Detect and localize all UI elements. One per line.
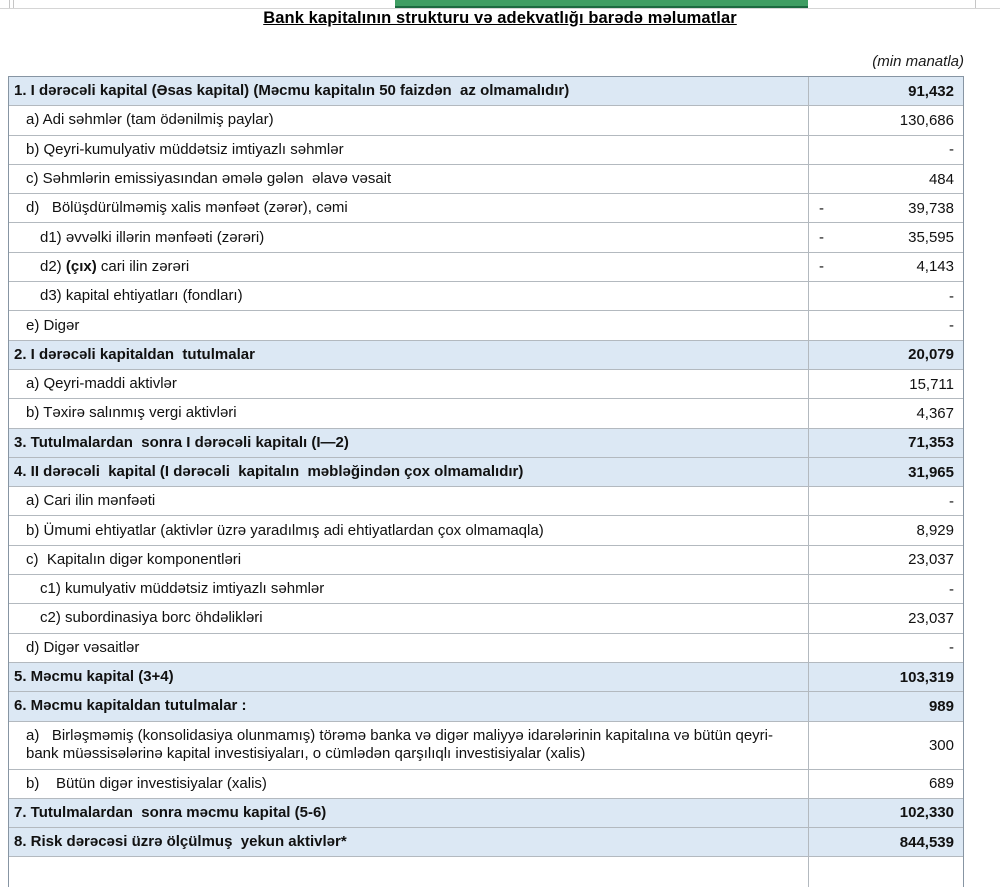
- table-row: a) Birləşməmiş (konsolidasiya olunmamış)…: [9, 721, 963, 770]
- row-value[interactable]: 689: [928, 775, 954, 793]
- row-label[interactable]: [9, 857, 809, 887]
- row-label[interactable]: 8. Risk dərəcəsi üzrə ölçülmuş yekun akt…: [9, 828, 809, 857]
- row-value[interactable]: -: [949, 287, 954, 305]
- table-row: d) Digər vəsaitlər -: [9, 633, 963, 663]
- row-label[interactable]: c) Səhmlərin emissiyasından əmələ gələn …: [9, 164, 809, 194]
- negative-sign: -: [819, 229, 824, 247]
- row-label[interactable]: a) Adi səhmlər (tam ödənilmiş paylar): [9, 106, 809, 135]
- row-value[interactable]: 4,367: [916, 404, 954, 422]
- row-value[interactable]: 102,330: [899, 804, 954, 822]
- row-value[interactable]: 989: [928, 697, 954, 715]
- green-selected-cell: [395, 0, 808, 8]
- gridline: [975, 0, 976, 8]
- row-value[interactable]: 844,539: [899, 833, 954, 851]
- row-value[interactable]: -: [949, 580, 954, 598]
- row-value[interactable]: 71,353: [908, 434, 954, 452]
- row-value[interactable]: 103,319: [899, 668, 954, 686]
- row-value[interactable]: 8,929: [916, 522, 954, 540]
- row-label[interactable]: 4. II dərəcəli kapital (I dərəcəli kapit…: [9, 457, 809, 487]
- row-value[interactable]: 130,686: [899, 111, 954, 129]
- row-value[interactable]: 91,432: [908, 82, 954, 100]
- table-row: a) Cari ilin mənfəəti -: [9, 487, 963, 517]
- row-label[interactable]: d1) əvvəlki illərin mənfəəti (zərəri): [9, 223, 809, 252]
- table-row-partial: [9, 857, 963, 887]
- row-label[interactable]: a) Cari ilin mənfəəti: [9, 487, 809, 516]
- row-label[interactable]: b) Təxirə salınmış vergi aktivləri: [9, 399, 809, 428]
- row-value[interactable]: -35,595: [819, 229, 954, 247]
- table-row: b) Qeyri-kumulyativ müddətsiz imtiyazlı …: [9, 135, 963, 165]
- row-label[interactable]: d3) kapital ehtiyatları (fondları): [9, 282, 809, 311]
- row-value[interactable]: 15,711: [909, 375, 954, 393]
- row-label[interactable]: c2) subordinasiya borc öhdəlikləri: [9, 604, 809, 633]
- row-value[interactable]: -: [949, 639, 954, 657]
- row-label[interactable]: b) Qeyri-kumulyativ müddətsiz imtiyazlı …: [9, 135, 809, 164]
- table-row: b) Ümumi ehtiyatlar (aktivlər üzrə yarad…: [9, 516, 963, 546]
- row-label[interactable]: 5. Məcmu kapital (3+4): [9, 662, 809, 692]
- table-row: d1) əvvəlki illərin mənfəəti (zərəri) -35…: [9, 223, 963, 253]
- spreadsheet-top-row-remnant: [0, 0, 1000, 9]
- row-value[interactable]: -: [949, 492, 954, 510]
- row-label[interactable]: 1. I dərəcəli kapital (Əsas kapital) (Mə…: [9, 77, 809, 106]
- row-value[interactable]: -39,738: [819, 199, 954, 217]
- row-label[interactable]: c) Kapitalın digər komponentləri: [9, 545, 809, 575]
- table-row: d2) (çıx) cari ilin zərəri -4,143: [9, 252, 963, 283]
- row-label[interactable]: e) Digər: [9, 311, 809, 340]
- row-label[interactable]: 3. Tutulmalardan sonra I dərəcəli kapita…: [9, 428, 809, 457]
- row-label[interactable]: b) Ümumi ehtiyatlar (aktivlər üzrə yarad…: [9, 516, 809, 545]
- table-row: d) Bölüşdürülməmiş xalis mənfəət (zərər)…: [9, 194, 963, 224]
- row-label[interactable]: 2. I dərəcəli kapitaldan tutulmalar: [9, 340, 809, 369]
- capital-structure-table: 1. I dərəcəli kapital (Əsas kapital) (Mə…: [8, 76, 964, 887]
- row-value[interactable]: -: [949, 317, 954, 335]
- table-row: 2. I dərəcəli kapitaldan tutulmalar 20,07…: [9, 340, 963, 370]
- table-row: 7. Tutulmalardan sonra məcmu kapital (5-…: [9, 798, 963, 829]
- table-row: 3. Tutulmalardan sonra I dərəcəli kapita…: [9, 428, 963, 458]
- row-value[interactable]: 23,037: [908, 551, 954, 569]
- row-label[interactable]: 6. Məcmu kapitaldan tutulmalar :: [9, 692, 809, 721]
- table-row: 1. I dərəcəli kapital (Əsas kapital) (Mə…: [9, 77, 963, 107]
- table-row: 5. Məcmu kapital (3+4) 103,319: [9, 662, 963, 693]
- row-label[interactable]: 7. Tutulmalardan sonra məcmu kapital (5-…: [9, 798, 809, 828]
- row-label[interactable]: c1) kumulyativ müddətsiz imtiyazlı səhml…: [9, 575, 809, 604]
- row-label[interactable]: a) Qeyri-maddi aktivlər: [9, 369, 809, 399]
- table-row: d3) kapital ehtiyatları (fondları) -: [9, 282, 963, 312]
- table-row: a) Adi səhmlər (tam ödənilmiş paylar) 130…: [9, 106, 963, 136]
- table-row: 6. Məcmu kapitaldan tutulmalar : 989: [9, 692, 963, 722]
- row-value[interactable]: -: [949, 141, 954, 159]
- row-label[interactable]: d) Digər vəsaitlər: [9, 633, 809, 662]
- row-value[interactable]: 20,079: [908, 346, 954, 364]
- row-label[interactable]: a) Birləşməmiş (konsolidasiya olunmamış)…: [9, 721, 809, 769]
- table-row: a) Qeyri-maddi aktivlər 15,711: [9, 369, 963, 400]
- table-row: b) Bütün digər investisiyalar (xalis) 689: [9, 769, 963, 799]
- row-value[interactable]: -4,143: [819, 258, 954, 276]
- table-row: 4. II dərəcəli kapital (I dərəcəli kapit…: [9, 457, 963, 488]
- table-row: c1) kumulyativ müddətsiz imtiyazlı səhml…: [9, 575, 963, 605]
- gridline: [13, 0, 14, 8]
- negative-sign: -: [819, 199, 824, 217]
- report-title: Bank kapitalının strukturu və adekvatlığ…: [263, 9, 737, 27]
- row-value[interactable]: 23,037: [908, 609, 954, 627]
- table-row: e) Digər -: [9, 311, 963, 341]
- row-value[interactable]: 300: [928, 736, 954, 754]
- row-value[interactable]: 31,965: [908, 463, 954, 481]
- table-row: c2) subordinasiya borc öhdəlikləri 23,037: [9, 604, 963, 634]
- gridline: [9, 0, 10, 8]
- row-value[interactable]: [809, 857, 963, 887]
- table-row: c) Kapitalın digər komponentləri 23,037: [9, 545, 963, 576]
- table-row: 8. Risk dərəcəsi üzrə ölçülmuş yekun akt…: [9, 828, 963, 858]
- table-row: b) Təxirə salınmış vergi aktivləri 4,367: [9, 399, 963, 429]
- row-label[interactable]: b) Bütün digər investisiyalar (xalis): [9, 769, 809, 798]
- negative-sign: -: [819, 258, 824, 276]
- row-label[interactable]: d) Bölüşdürülməmiş xalis mənfəət (zərər)…: [9, 194, 809, 223]
- row-label[interactable]: d2) (çıx) cari ilin zərəri: [9, 252, 809, 282]
- row-value[interactable]: 484: [928, 170, 954, 188]
- table-row: c) Səhmlərin emissiyasından əmələ gələn …: [9, 164, 963, 195]
- unit-note: (min manatla): [872, 53, 964, 70]
